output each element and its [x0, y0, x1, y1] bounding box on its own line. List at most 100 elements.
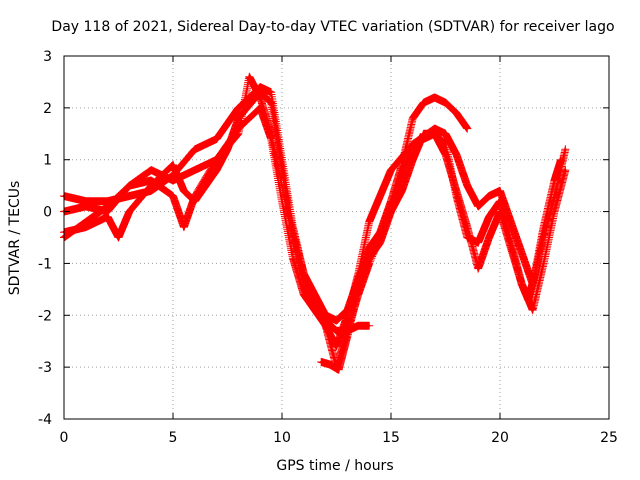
chart-title: Day 118 of 2021, Sidereal Day-to-day VTE…	[51, 19, 614, 35]
data-point	[444, 101, 447, 104]
data-point	[215, 158, 218, 161]
data-point	[433, 96, 436, 99]
data-point	[193, 168, 196, 172]
data-point	[466, 225, 469, 229]
data-point	[84, 205, 88, 208]
data-point	[171, 163, 175, 167]
x-axis-label: GPS time / hours	[276, 458, 393, 474]
data-point	[368, 257, 371, 260]
y-tick-label: 0	[43, 205, 52, 221]
data-point	[313, 308, 316, 312]
data-point	[128, 210, 131, 213]
data-point	[215, 137, 218, 141]
data-point	[509, 220, 513, 224]
data-point	[280, 200, 284, 203]
y-axis-label: SDTVAR / TECUs	[7, 181, 23, 296]
data-point	[346, 334, 349, 338]
data-point	[411, 158, 414, 161]
data-point	[433, 132, 436, 135]
data-point	[422, 132, 425, 135]
data-point	[455, 153, 458, 156]
data-point	[564, 148, 567, 151]
x-tick-label: 20	[491, 430, 509, 446]
data-point	[150, 168, 153, 172]
data-point	[444, 132, 447, 135]
data-point	[193, 148, 196, 151]
series-track-e	[317, 129, 565, 374]
x-tick-label: 10	[273, 430, 291, 446]
data-point	[411, 117, 414, 120]
data-point	[509, 246, 513, 250]
data-point	[106, 200, 109, 203]
data-point	[498, 200, 502, 203]
data-point	[171, 179, 175, 182]
data-point	[237, 127, 240, 130]
data-point	[302, 293, 305, 296]
data-point	[498, 189, 502, 192]
x-tick-label: 25	[600, 430, 618, 446]
data-point	[128, 194, 131, 198]
data-point	[389, 168, 393, 172]
data-point	[313, 298, 316, 301]
data-point	[400, 189, 404, 192]
data-point	[171, 194, 175, 198]
data-point	[542, 225, 545, 229]
data-point	[117, 236, 120, 239]
data-point	[466, 184, 469, 187]
data-point	[106, 215, 109, 218]
data-point	[444, 153, 447, 156]
data-point	[477, 267, 480, 270]
data-point	[259, 106, 262, 110]
data-point	[444, 143, 447, 146]
y-tick-label: -4	[38, 412, 52, 428]
data-point	[553, 210, 556, 213]
data-point	[368, 220, 371, 224]
data-point	[215, 168, 218, 172]
data-point	[269, 101, 273, 104]
data-point	[368, 246, 371, 250]
data-point	[378, 194, 382, 198]
data-point	[455, 189, 458, 192]
data-point	[564, 168, 567, 172]
data-point	[128, 184, 131, 187]
data-point	[520, 251, 523, 255]
data-point	[182, 189, 186, 192]
data-point	[280, 168, 284, 172]
data-point	[237, 106, 240, 110]
data-point	[248, 75, 251, 78]
x-tick-label: 0	[60, 430, 69, 446]
data-point	[411, 143, 414, 146]
data-point	[291, 231, 295, 234]
x-tick-label: 15	[382, 430, 400, 446]
data-point	[553, 179, 556, 182]
data-point	[527, 298, 530, 301]
plot-frame	[63, 55, 610, 420]
data-point	[150, 179, 153, 182]
data-point	[357, 324, 360, 327]
data-point	[226, 122, 229, 125]
data-point	[368, 324, 371, 327]
data-point	[357, 288, 360, 291]
data-marks	[60, 72, 570, 374]
data-point	[487, 236, 491, 239]
data-point	[466, 127, 469, 130]
data-point	[269, 91, 273, 94]
data-point	[302, 272, 305, 275]
data-point	[487, 215, 491, 218]
data-point	[357, 272, 360, 275]
data-point	[400, 174, 404, 177]
data-point	[337, 368, 340, 371]
data-point	[291, 257, 295, 260]
data-point	[455, 111, 458, 115]
data-point	[487, 194, 491, 198]
y-tick-label: -2	[38, 308, 52, 324]
data-point	[422, 101, 425, 104]
data-point	[259, 91, 262, 94]
data-point	[237, 117, 240, 120]
y-tick-label: 2	[43, 101, 52, 117]
data-point	[324, 324, 327, 327]
data-point	[259, 85, 262, 89]
data-point	[477, 241, 480, 244]
axis-ticks: 0 5 10 15 20 25 -4 -3 -2 -1 0 1 2 3	[38, 49, 618, 446]
